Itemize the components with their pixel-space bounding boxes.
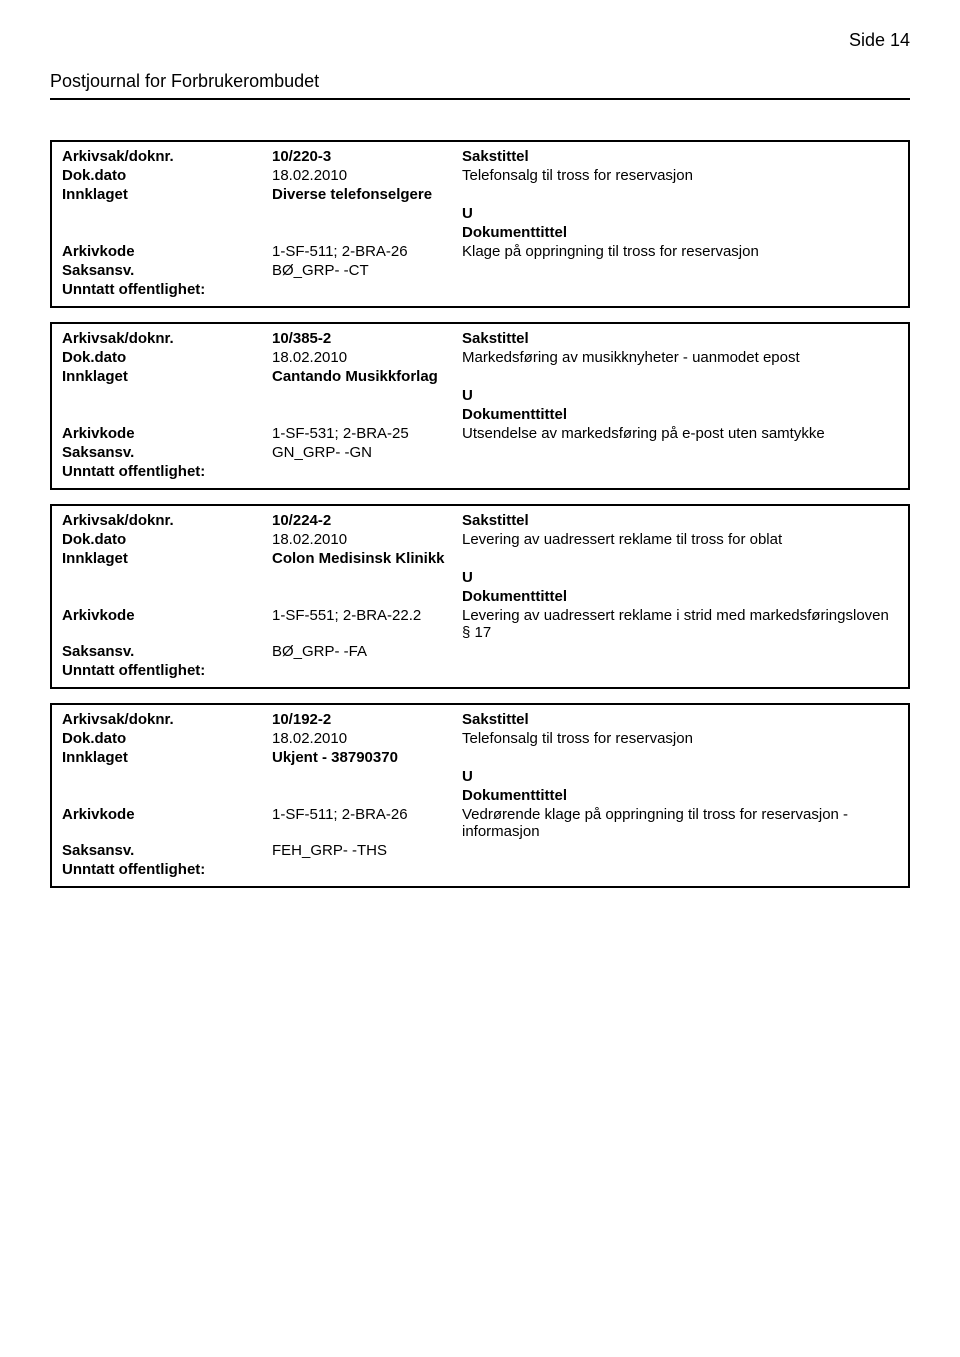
saksansv-label: Saksansv.	[62, 643, 272, 660]
dokumenttittel-label: Dokumenttittel	[462, 224, 898, 241]
unntatt-label: Unntatt offentlighet:	[62, 463, 272, 480]
dokumenttittel-label: Dokumenttittel	[462, 406, 898, 423]
doktittel-text: Klage på oppringning til tross for reser…	[462, 243, 898, 260]
innklaget-label: Innklaget	[62, 749, 272, 766]
doktittel-text: Levering av uadressert reklame i strid m…	[462, 607, 898, 641]
sakstittel-label: Sakstittel	[462, 148, 898, 165]
saksansv-value: BØ_GRP- -CT	[272, 262, 462, 279]
dokdato-label: Dok.dato	[62, 730, 272, 747]
innklaget-value: Cantando Musikkforlag	[272, 368, 462, 385]
arkivsak-value: 10/192-2	[272, 711, 462, 728]
dokdato-value: 18.02.2010	[272, 730, 462, 747]
journal-entry: Arkivsak/doknr. 10/224-2 Sakstittel Dok.…	[50, 504, 910, 689]
innklaget-value: Ukjent - 38790370	[272, 749, 462, 766]
sakstittel-label: Sakstittel	[462, 330, 898, 347]
journal-entry: Arkivsak/doknr. 10/385-2 Sakstittel Dok.…	[50, 322, 910, 490]
arkivkode-value: 1-SF-511; 2-BRA-26	[272, 806, 462, 823]
arkivsak-label: Arkivsak/doknr.	[62, 711, 272, 728]
arkivsak-label: Arkivsak/doknr.	[62, 330, 272, 347]
dokumenttittel-label: Dokumenttittel	[462, 787, 898, 804]
u-marker: U	[462, 387, 898, 404]
entries-container: Arkivsak/doknr. 10/220-3 Sakstittel Dok.…	[50, 140, 910, 888]
unntatt-label: Unntatt offentlighet:	[62, 662, 272, 679]
arkivsak-label: Arkivsak/doknr.	[62, 512, 272, 529]
arkivsak-label: Arkivsak/doknr.	[62, 148, 272, 165]
arkivkode-label: Arkivkode	[62, 243, 272, 260]
arkivsak-value: 10/220-3	[272, 148, 462, 165]
unntatt-label: Unntatt offentlighet:	[62, 861, 272, 878]
arkivkode-value: 1-SF-531; 2-BRA-25	[272, 425, 462, 442]
u-marker: U	[462, 205, 898, 222]
arkivkode-value: 1-SF-551; 2-BRA-22.2	[272, 607, 462, 624]
dokdato-value: 18.02.2010	[272, 349, 462, 366]
doktittel-text: Vedrørende klage på oppringning til tros…	[462, 806, 898, 840]
innklaget-label: Innklaget	[62, 368, 272, 385]
sakstittel-label: Sakstittel	[462, 711, 898, 728]
doktittel-text: Utsendelse av markedsføring på e-post ut…	[462, 425, 898, 442]
saksansv-value: GN_GRP- -GN	[272, 444, 462, 461]
sakstittel-label: Sakstittel	[462, 512, 898, 529]
u-marker: U	[462, 569, 898, 586]
innklaget-value: Colon Medisinsk Klinikk	[272, 550, 462, 567]
dokdato-label: Dok.dato	[62, 349, 272, 366]
dokdato-label: Dok.dato	[62, 167, 272, 184]
sakstittel-text: Telefonsalg til tross for reservasjon	[462, 167, 898, 184]
arkivkode-label: Arkivkode	[62, 425, 272, 442]
u-marker: U	[462, 768, 898, 785]
journal-entry: Arkivsak/doknr. 10/192-2 Sakstittel Dok.…	[50, 703, 910, 888]
sakstittel-text: Telefonsalg til tross for reservasjon	[462, 730, 898, 747]
arkivsak-value: 10/224-2	[272, 512, 462, 529]
saksansv-label: Saksansv.	[62, 842, 272, 859]
unntatt-label: Unntatt offentlighet:	[62, 281, 272, 298]
page-header: Side 14 Postjournal for Forbrukerombudet	[50, 30, 910, 100]
dokumenttittel-label: Dokumenttittel	[462, 588, 898, 605]
innklaget-label: Innklaget	[62, 550, 272, 567]
arkivsak-value: 10/385-2	[272, 330, 462, 347]
journal-entry: Arkivsak/doknr. 10/220-3 Sakstittel Dok.…	[50, 140, 910, 308]
dokdato-value: 18.02.2010	[272, 167, 462, 184]
arkivkode-value: 1-SF-511; 2-BRA-26	[272, 243, 462, 260]
arkivkode-label: Arkivkode	[62, 806, 272, 823]
sakstittel-text: Levering av uadressert reklame til tross…	[462, 531, 898, 548]
page-number: Side 14	[849, 30, 910, 51]
arkivkode-label: Arkivkode	[62, 607, 272, 624]
saksansv-value: FEH_GRP- -THS	[272, 842, 462, 859]
saksansv-label: Saksansv.	[62, 262, 272, 279]
journal-title: Postjournal for Forbrukerombudet	[50, 71, 319, 92]
saksansv-label: Saksansv.	[62, 444, 272, 461]
dokdato-value: 18.02.2010	[272, 531, 462, 548]
saksansv-value: BØ_GRP- -FA	[272, 643, 462, 660]
sakstittel-text: Markedsføring av musikknyheter - uanmode…	[462, 349, 898, 366]
dokdato-label: Dok.dato	[62, 531, 272, 548]
innklaget-value: Diverse telefonselgere	[272, 186, 462, 203]
innklaget-label: Innklaget	[62, 186, 272, 203]
